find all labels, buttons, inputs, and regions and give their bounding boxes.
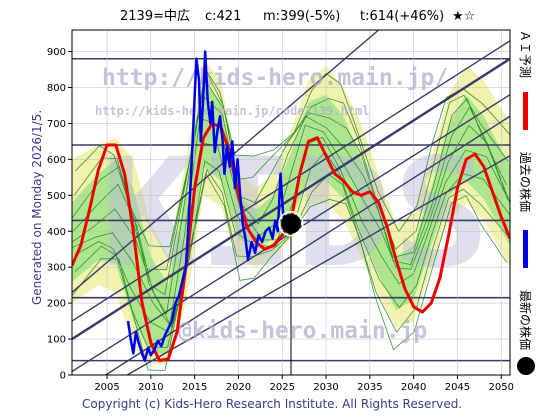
legend-latest-dot xyxy=(517,357,535,375)
watermark-url-top: http://kids-hero.main.jp/ xyxy=(102,65,448,91)
thin-forecast-line xyxy=(72,93,509,316)
y-axis: 0 100 200 300 400 500 600 700 800 900 xyxy=(47,47,72,382)
latest-marker-layer xyxy=(278,210,304,237)
header-mid-price: m:399(-5%) xyxy=(263,9,340,24)
x-tick-label: 2020 xyxy=(226,382,251,393)
x-tick-label: 2005 xyxy=(94,382,119,393)
header-stars: ★☆ xyxy=(452,9,475,24)
latest-price-marker-ring xyxy=(278,210,304,237)
y-tick-label: 200 xyxy=(47,299,66,310)
latest-price-marker xyxy=(281,213,301,234)
thin-forecast-line xyxy=(72,172,508,371)
y-tick-label: 300 xyxy=(47,263,66,274)
plot-frame xyxy=(71,29,511,376)
legend-past-swatch xyxy=(523,230,528,268)
legend-latest-label: 最新の株価 xyxy=(518,290,533,350)
copyright: Copyright (c) Kids-Hero Research Institu… xyxy=(82,397,462,411)
y-tick-label: 800 xyxy=(47,83,66,94)
y-tick-label: 0 xyxy=(60,371,66,382)
x-tick-label: 2050 xyxy=(489,382,514,393)
past-series-line xyxy=(126,50,287,362)
generated-note: Generated on Monday 2026/1/5. xyxy=(30,110,44,305)
x-tick-label: 2040 xyxy=(401,382,426,393)
header-code-name: 2139=中広 xyxy=(120,9,190,24)
x-tick-label: 2015 xyxy=(182,382,207,393)
watermark-url-bottom: @kids-hero.main.jp xyxy=(178,318,427,344)
y-tick-label: 600 xyxy=(47,155,66,166)
legend-forecast-swatch xyxy=(523,92,528,130)
y-tick-label: 500 xyxy=(47,191,66,202)
thin-forecast-line xyxy=(73,71,509,271)
y-tick-label: 400 xyxy=(47,227,66,238)
x-tick-label: 2035 xyxy=(357,382,382,393)
y-tick-label: 700 xyxy=(47,119,66,130)
x-tick-label: 2030 xyxy=(313,382,338,393)
legend-forecast-label: ＡＩ予測 xyxy=(518,30,532,78)
x-tick-label: 2010 xyxy=(138,382,163,393)
x-tick-label: 2045 xyxy=(445,382,470,393)
header-current-price: c:421 xyxy=(205,9,241,24)
y-tick-label: 100 xyxy=(47,335,66,346)
trend-line xyxy=(72,40,510,322)
thin-forecast-line xyxy=(72,78,507,296)
watermark-urls: http://kids-hero.main.jp/ http://kids-he… xyxy=(95,65,448,344)
y-tick-label: 900 xyxy=(47,47,66,58)
trend-line xyxy=(72,57,510,341)
header-target-price: t:614(+46%) xyxy=(360,9,444,24)
x-axis: 2005 2010 2015 2020 2025 2030 2035 2040 2045 2050 xyxy=(94,375,514,393)
legend-past-label: 過去の株価 xyxy=(518,152,533,212)
trend-line xyxy=(125,155,510,375)
watermark-url-mid: http://kids-hero.main.jp/code2139.html xyxy=(95,104,370,118)
x-tick-label: 2025 xyxy=(270,382,295,393)
legend: ＡＩ予測 過去の株価 最新の株価 xyxy=(517,30,535,375)
